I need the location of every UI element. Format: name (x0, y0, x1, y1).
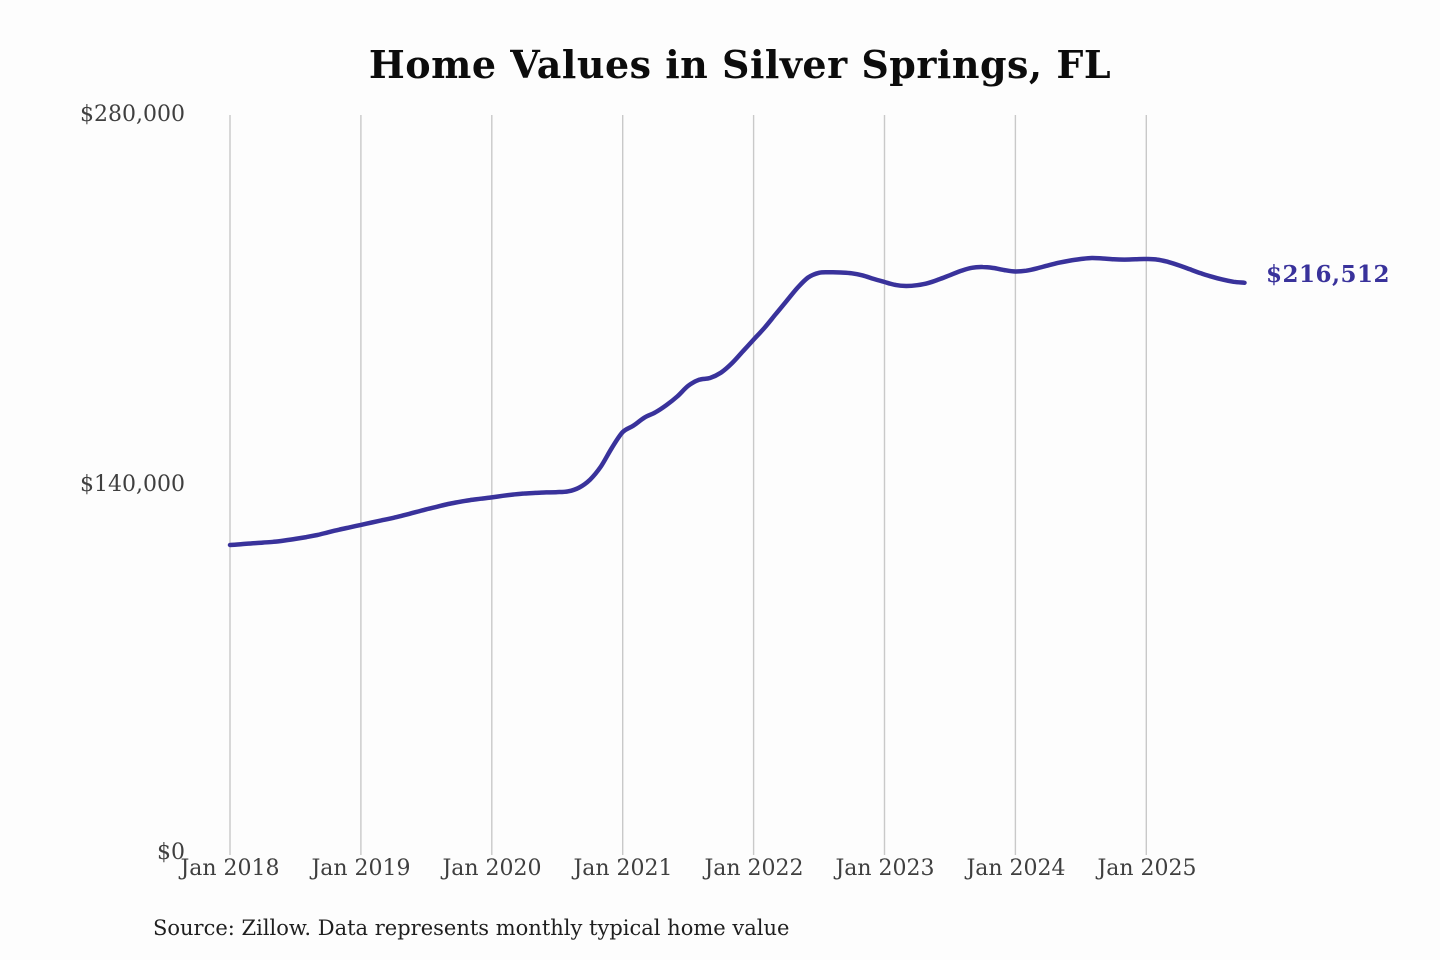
x-tick-label-jan-2021: Jan 2021 (573, 856, 673, 881)
x-tick-label-jan-2018: Jan 2018 (180, 856, 280, 881)
y-tick-label-280000: $280,000 (80, 102, 185, 127)
x-tick-label-jan-2019: Jan 2019 (311, 856, 411, 881)
x-tick-label-jan-2020: Jan 2020 (442, 856, 542, 881)
home-value-line (227, 255, 1247, 548)
y-tick-label-0: $0 (157, 840, 185, 865)
source-note: Source: Zillow. Data represents monthly … (153, 916, 790, 940)
latest-value-label: $216,512 (1266, 261, 1391, 288)
chart-title: Home Values in Silver Springs, FL (368, 42, 1112, 87)
x-tick-label-jan-2025: Jan 2025 (1097, 856, 1197, 881)
x-tick-label-jan-2024: Jan 2024 (966, 856, 1066, 881)
x-tick-label-jan-2022: Jan 2022 (704, 856, 804, 881)
y-tick-label-140000: $140,000 (80, 472, 185, 497)
gridlines (229, 115, 1148, 855)
x-tick-label-jan-2023: Jan 2023 (835, 856, 935, 881)
value-line-group (227, 255, 1247, 548)
